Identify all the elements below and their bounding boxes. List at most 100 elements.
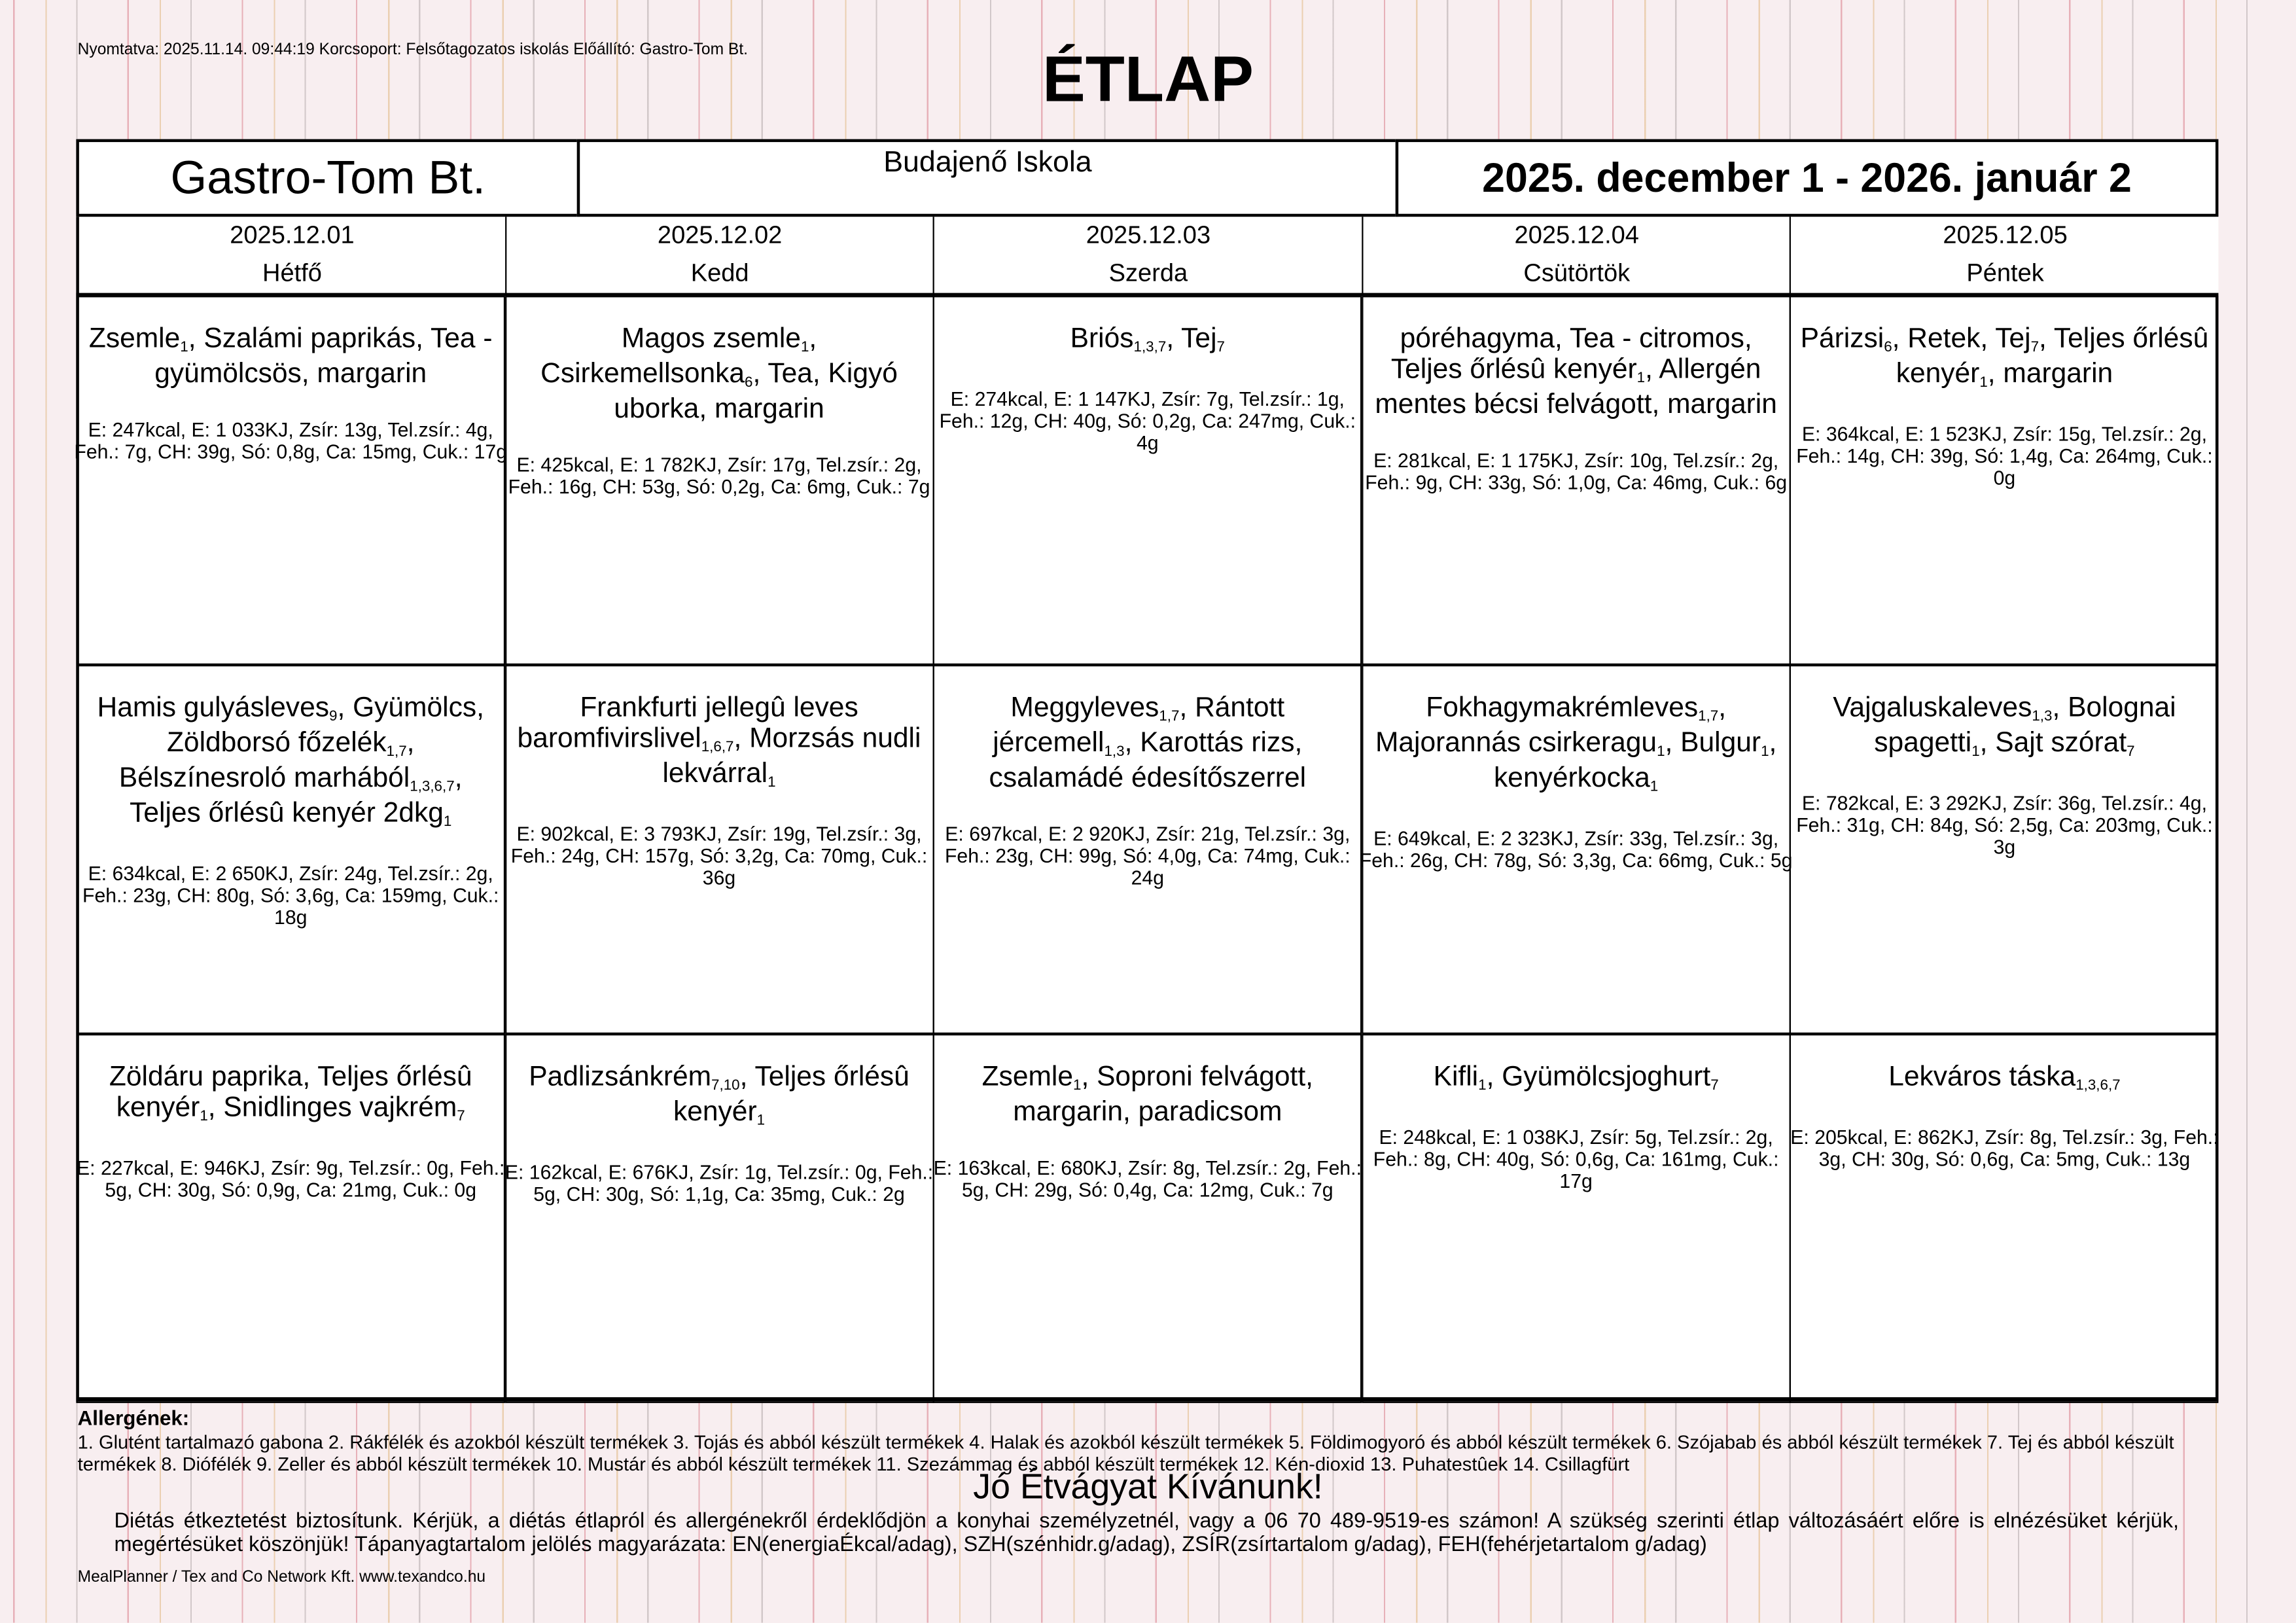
meal-text: , Teljes őrlésû kenyér 2dkg	[130, 762, 463, 829]
allergen-codes: 1,3,7	[1133, 340, 1167, 356]
allergen-codes: 1	[443, 814, 452, 830]
meal-text: Frankfurti jellegû leves baromfivirslive…	[517, 692, 858, 755]
allergen-codes: 1,7	[1698, 709, 1719, 725]
meal-text: , Bélszínesroló marhából	[118, 728, 415, 794]
nutrition-info: E: 364kcal, E: 1 523KJ, Zsír: 15g, Tel.z…	[1796, 423, 2213, 490]
nutrition-info: E: 902kcal, E: 3 793KJ, Zsír: 19g, Tel.z…	[510, 823, 928, 889]
meal-text: , Tea, Kigyó uborka, margarin	[614, 359, 898, 425]
day-date: 2025.12.01	[230, 221, 355, 249]
nutrition-info: E: 782kcal, E: 3 292KJ, Zsír: 36g, Tel.z…	[1796, 792, 2213, 859]
day-name: Hétfő	[262, 259, 322, 287]
meal-cell: Fokhagymakrémleves1,7, Majorannás csirke…	[1360, 665, 1792, 1034]
meal-name: Briós1,3,7, Tej7	[940, 324, 1354, 359]
allergen-codes: 1	[1072, 1078, 1082, 1094]
day-date: 2025.12.02	[657, 221, 783, 249]
meal-text: , Csirkemellsonka	[540, 323, 817, 390]
nutrition-info: E: 247kcal, E: 1 033KJ, Zsír: 13g, Tel.z…	[74, 419, 508, 463]
meal-text: , Rántott jércemell	[993, 692, 1285, 759]
nutrition-info: E: 205kcal, E: 862KJ, Zsír: 8g, Tel.zsír…	[1790, 1126, 2219, 1171]
meal-name: Hamis gulyásleves9, Gyümölcs, Zöldborsó …	[84, 693, 498, 834]
day-date: 2025.12.05	[1943, 221, 2068, 249]
day-name: Kedd	[690, 259, 749, 287]
allergen-heading: Allergének:	[77, 1406, 190, 1430]
allergen-codes: 1	[1636, 370, 1646, 387]
allergen-codes: 7	[457, 1109, 465, 1125]
meal-text: , Bolognai spagetti	[1874, 692, 2176, 759]
allergen-codes: 6	[745, 374, 753, 391]
menu-period: 2025. december 1 - 2026. január 2	[1395, 139, 2219, 217]
meal-text: Zsemle	[88, 323, 181, 355]
allergen-codes: 1	[200, 1109, 208, 1125]
meal-name: Párizsi6, Retek, Tej7, Teljes őrlésû ken…	[1797, 324, 2212, 394]
allergen-codes: 1	[180, 340, 188, 356]
nutrition-info: E: 281kcal, E: 1 175KJ, Zsír: 10g, Tel.z…	[1365, 450, 1788, 494]
meal-text: , margarin	[1987, 359, 2113, 390]
meal-text: , Teljes őrlésû kenyér	[1896, 323, 2209, 390]
meal-name: Padlizsánkrém7,10, Teljes őrlésû kenyér1	[512, 1061, 926, 1132]
nutrition-info: E: 162kcal, E: 676KJ, Zsír: 1g, Tel.zsír…	[504, 1161, 934, 1205]
meal-name: Kifli1, Gyümölcsjoghurt7	[1369, 1061, 1783, 1097]
meal-text: Párizsi	[1800, 323, 1884, 355]
meal-name: Fokhagymakrémleves1,7, Majorannás csirke…	[1369, 693, 1783, 798]
day-name: Szerda	[1108, 259, 1188, 287]
meal-text: , kenyérkocka	[1494, 728, 1777, 794]
meal-name: Meggyleves1,7, Rántott jércemell1,3, Kar…	[940, 693, 1354, 794]
meal-text: , Soproni felvágott, margarin, paradicso…	[1013, 1061, 1314, 1128]
nutrition-info: E: 163kcal, E: 680KJ, Zsír: 8g, Tel.zsír…	[933, 1156, 1362, 1202]
day-date: 2025.12.03	[1086, 221, 1211, 249]
nutrition-info: E: 697kcal, E: 2 920KJ, Zsír: 21g, Tel.z…	[944, 823, 1351, 889]
meal-text: , Bulgur	[1665, 728, 1761, 759]
nutrition-info: E: 274kcal, E: 1 147KJ, Zsír: 7g, Tel.zs…	[939, 388, 1356, 454]
allergen-codes: 9	[329, 709, 338, 725]
menu-table: Gastro-Tom Bt. Budajenő Iskola 2025. dec…	[74, 139, 2219, 1403]
meal-text: , Gyümölcs, Zöldborsó főzelék	[166, 692, 484, 759]
meal-name: Zsemle1, Szalámi paprikás, Tea - gyümölc…	[84, 324, 498, 390]
nutrition-info: E: 227kcal, E: 946KJ, Zsír: 9g, Tel.zsír…	[77, 1156, 505, 1202]
meal-cell: Párizsi6, Retek, Tej7, Teljes őrlésû ken…	[1790, 296, 2219, 666]
allergen-codes: 1,7	[386, 743, 407, 760]
allergen-codes: 1,3,6,7	[2075, 1078, 2121, 1094]
nutrition-info: E: 634kcal, E: 2 650KJ, Zsír: 24g, Tel.z…	[82, 863, 499, 929]
meal-text: Meggyleves	[1010, 692, 1159, 724]
day-header: 2025.12.02 Kedd	[504, 217, 934, 296]
allergen-codes: 1,6,7	[701, 740, 734, 756]
allergen-codes: 1	[1650, 779, 1659, 796]
meal-text: , Karottás rizs, csalamádé édesítőszerre…	[989, 728, 1307, 794]
allergen-codes: 1	[1761, 743, 1769, 760]
meal-text: , Snidlinges vajkrém	[207, 1092, 457, 1124]
allergen-codes: 7,10	[711, 1078, 740, 1094]
meal-text: Briós	[1070, 323, 1134, 355]
allergen-codes: 6	[1884, 340, 1892, 356]
meal-text: , Morzsás nudli lekvárral	[662, 723, 921, 790]
meal-text: , Gyümölcsjoghurt	[1486, 1061, 1711, 1093]
allergen-codes: 7	[2030, 340, 2040, 356]
meal-text: , Teljes őrlésû kenyér	[673, 1061, 910, 1128]
meal-cell: Lekváros táska1,3,6,7 E: 205kcal, E: 862K…	[1790, 1033, 2219, 1403]
day-date: 2025.12.04	[1514, 221, 1639, 249]
company-name: Gastro-Tom Bt.	[76, 139, 580, 217]
print-info: Nyomtatva: 2025.11.14. 09:44:19 Korcsopo…	[77, 41, 749, 59]
meal-text: Zsemle	[981, 1061, 1073, 1093]
allergen-codes: 7	[2127, 743, 2135, 760]
meal-name: Zöldáru paprika, Teljes őrlésû kenyér1, …	[84, 1061, 498, 1128]
allergen-codes: 1	[800, 340, 809, 356]
meal-cell: póréhagyma, Tea - citromos, Teljes őrlés…	[1361, 296, 1791, 666]
day-header: 2025.12.01 Hétfő	[76, 217, 505, 296]
meal-name: póréhagyma, Tea - citromos, Teljes őrlés…	[1369, 324, 1783, 421]
meal-text: , Retek, Tej	[1892, 323, 2031, 355]
greeting: Jó Étvágyat Kívánunk!	[973, 1467, 1323, 1507]
school-name: Budajenő Iskola	[576, 139, 1399, 217]
meal-name: Magos zsemle1, Csirkemellsonka6, Tea, Ki…	[512, 324, 926, 425]
meal-text: Kifli	[1433, 1061, 1479, 1093]
meal-cell: Vajgaluskaleves1,3, Bolognai spagetti1, …	[1790, 665, 2219, 1034]
page-title: ÉTLAP	[1042, 44, 1254, 116]
credit: MealPlanner / Tex and Co Network Kft. ww…	[77, 1568, 486, 1586]
meal-name: Frankfurti jellegû leves baromfivirslive…	[512, 693, 926, 794]
nutrition-info: E: 248kcal, E: 1 038KJ, Zsír: 5g, Tel.zs…	[1373, 1126, 1779, 1192]
meal-cell: Zsemle1, Szalámi paprikás, Tea - gyümölc…	[74, 296, 507, 666]
meal-text: , Szalámi paprikás, Tea - gyümölcsös, ma…	[154, 323, 493, 390]
meal-text: Padlizsánkrém	[529, 1061, 712, 1093]
meal-cell: Briós1,3,7, Tej7 E: 274kcal, E: 1 147KJ, …	[932, 296, 1362, 666]
day-header: 2025.12.04 Csütörtök	[1361, 217, 1791, 296]
